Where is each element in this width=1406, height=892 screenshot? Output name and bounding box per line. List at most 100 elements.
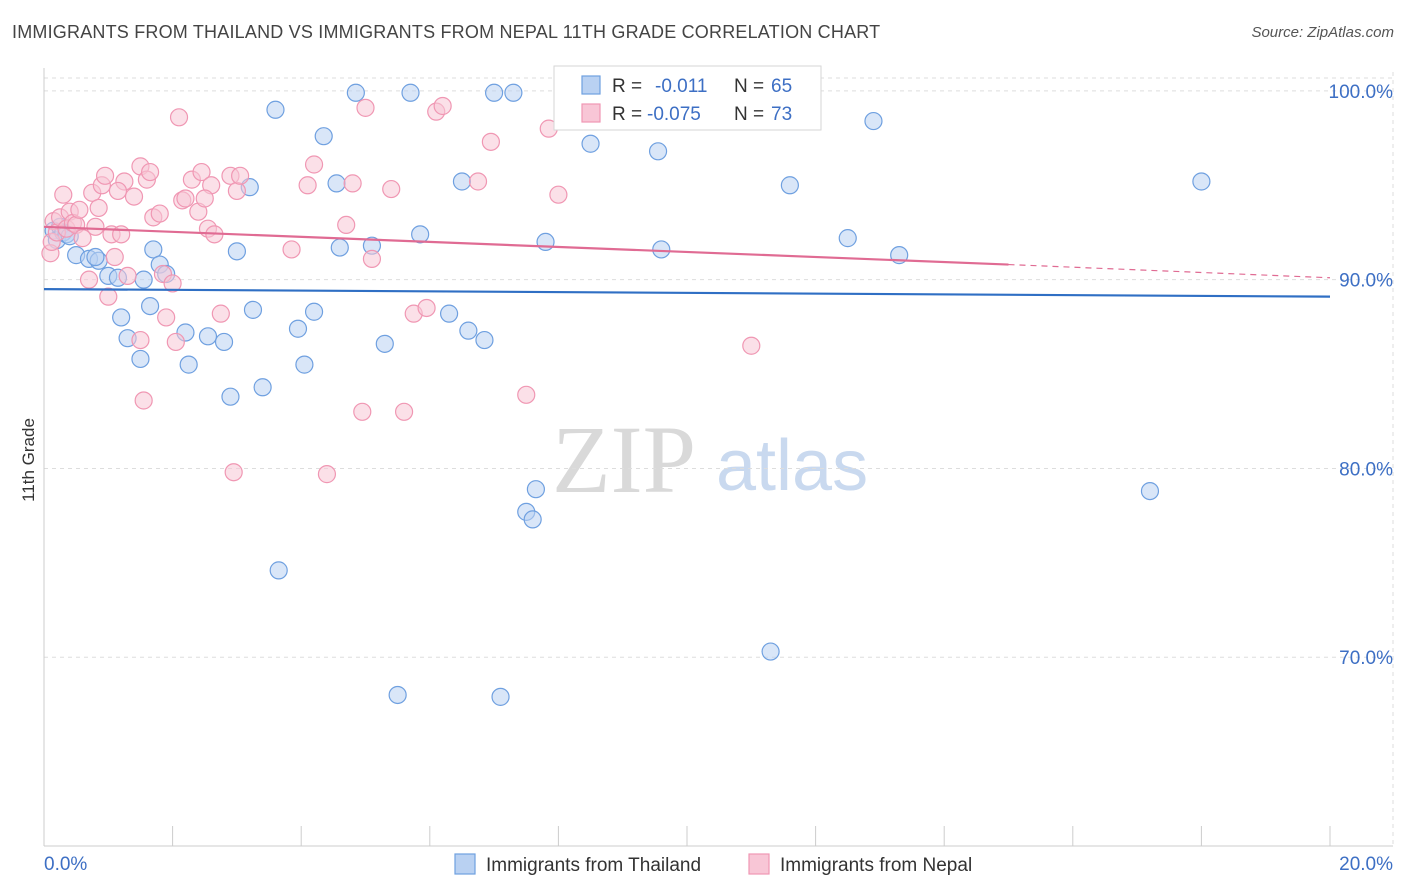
nepal-point bbox=[166, 332, 185, 352]
thailand-point bbox=[652, 240, 671, 259]
thailand-point bbox=[330, 238, 349, 257]
thailand-point bbox=[140, 296, 160, 316]
nepal-point bbox=[362, 249, 382, 268]
nepal-point bbox=[89, 198, 108, 218]
thailand-point bbox=[179, 355, 198, 374]
thailand-point bbox=[475, 330, 494, 350]
chart-title: IMMIGRANTS FROM THAILAND VS IMMIGRANTS F… bbox=[12, 22, 881, 42]
thailand-point bbox=[459, 321, 478, 340]
thailand-point bbox=[388, 685, 407, 705]
trend-line-nepal-extension bbox=[1008, 263, 1331, 279]
thailand-point bbox=[504, 83, 523, 102]
nepal-point bbox=[517, 385, 536, 404]
nepal-point bbox=[108, 181, 128, 201]
thailand-points bbox=[44, 83, 1211, 706]
y-tick-label: 80.0% bbox=[1339, 459, 1393, 480]
nepal-point bbox=[433, 96, 452, 116]
bottom-legend: Immigrants from Thailand Immigrants from… bbox=[454, 853, 972, 876]
thailand-point bbox=[780, 176, 799, 195]
stats-r-value-thailand: -0.011 bbox=[655, 76, 707, 97]
thailand-point bbox=[243, 300, 263, 319]
thailand-point bbox=[112, 308, 131, 327]
stats-n-label-thailand: N = bbox=[734, 76, 764, 97]
nepal-point bbox=[353, 402, 372, 421]
thailand-point bbox=[131, 349, 150, 369]
thailand-point bbox=[411, 225, 430, 244]
nepal-point bbox=[124, 187, 144, 206]
watermark-zip: ZIP bbox=[552, 406, 696, 513]
legend-label-thailand: Immigrants from Thailand bbox=[486, 855, 701, 876]
nepal-point bbox=[157, 308, 176, 327]
nepal-point bbox=[54, 185, 73, 204]
thailand-point bbox=[266, 100, 285, 119]
stats-n-value-nepal: 73 bbox=[771, 104, 792, 125]
nepal-point bbox=[742, 336, 761, 355]
stats-legend: R = -0.011 N = 65 R = -0.075 N = 73 bbox=[553, 65, 822, 131]
thailand-point bbox=[314, 127, 333, 146]
nepal-point bbox=[417, 298, 436, 318]
thailand-point bbox=[221, 387, 240, 406]
thailand-point bbox=[648, 142, 668, 161]
nepal-point bbox=[394, 402, 414, 421]
nepal-point bbox=[317, 465, 337, 484]
nepal-point bbox=[163, 274, 182, 293]
thailand-point bbox=[134, 270, 153, 289]
thailand-point bbox=[375, 334, 394, 353]
thailand-point bbox=[439, 304, 459, 323]
legend-swatch-nepal bbox=[748, 853, 770, 875]
y-axis-label: 11th Grade bbox=[19, 418, 38, 502]
nepal-point bbox=[134, 391, 153, 410]
nepal-point bbox=[192, 162, 211, 182]
thailand-point bbox=[491, 687, 510, 706]
thailand-point bbox=[227, 242, 246, 261]
nepal-point bbox=[298, 176, 317, 195]
nepal-point bbox=[79, 270, 99, 289]
thailand-point bbox=[86, 247, 105, 267]
nepal-point bbox=[304, 155, 324, 174]
source-credit: Source: ZipAtlas.com bbox=[1251, 24, 1394, 41]
nepal-point bbox=[224, 463, 243, 482]
thailand-point bbox=[144, 240, 163, 259]
legend-swatch-thailand bbox=[454, 853, 476, 875]
stats-r-label-nepal: R = bbox=[612, 104, 642, 125]
thailand-point bbox=[761, 642, 780, 661]
nepal-point bbox=[112, 225, 131, 244]
nepal-point bbox=[176, 189, 195, 208]
trend-line-thailand bbox=[43, 287, 1331, 298]
nepal-point bbox=[86, 217, 105, 236]
y-tick-label: 90.0% bbox=[1339, 271, 1393, 292]
thailand-point bbox=[581, 134, 600, 153]
thailand-point bbox=[401, 83, 420, 102]
thailand-point bbox=[198, 327, 218, 346]
nepal-point bbox=[549, 185, 568, 204]
nepal-point bbox=[195, 189, 214, 208]
thailand-point bbox=[864, 111, 883, 131]
thailand-point bbox=[214, 332, 234, 352]
nepal-point bbox=[227, 181, 246, 201]
nepal-point bbox=[382, 179, 401, 199]
legend-label-nepal: Immigrants from Nepal bbox=[780, 855, 972, 876]
nepal-point bbox=[468, 172, 488, 191]
stats-r-label-thailand: R = bbox=[612, 76, 642, 97]
stats-swatch-thailand bbox=[581, 75, 601, 95]
thailand-point bbox=[1140, 481, 1160, 501]
nepal-point bbox=[118, 266, 137, 285]
nepal-points bbox=[41, 96, 761, 484]
stats-n-value-thailand: 65 bbox=[771, 76, 792, 97]
thailand-point bbox=[526, 480, 545, 499]
nepal-point bbox=[95, 166, 115, 185]
thailand-point bbox=[295, 355, 314, 374]
nepal-point bbox=[231, 166, 250, 185]
thailand-point bbox=[253, 378, 272, 397]
y-tick-label: 70.0% bbox=[1339, 648, 1393, 669]
nepal-point bbox=[356, 98, 375, 117]
nepal-point bbox=[140, 162, 160, 182]
thailand-point bbox=[269, 561, 288, 580]
thailand-point bbox=[838, 229, 857, 248]
nepal-point bbox=[169, 108, 189, 127]
nepal-point bbox=[343, 174, 362, 193]
nepal-point bbox=[282, 240, 301, 259]
thailand-point bbox=[523, 510, 542, 529]
nepal-point bbox=[150, 204, 169, 223]
